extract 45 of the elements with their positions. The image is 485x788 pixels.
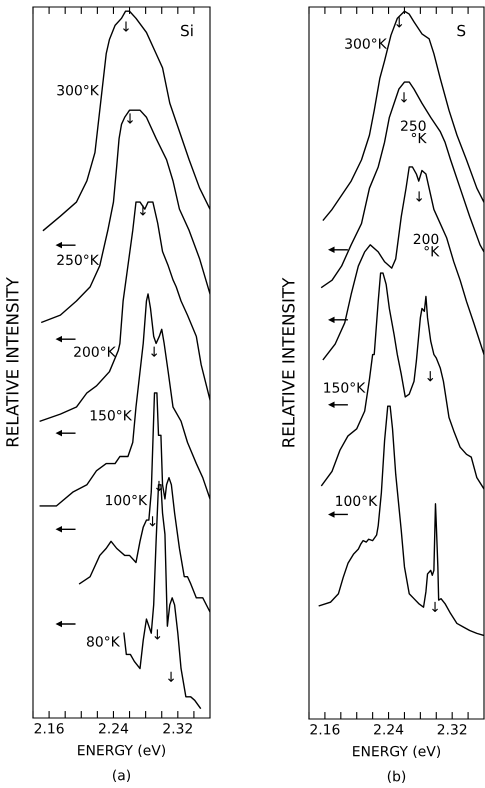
- annotation: ↓: [123, 22, 129, 32]
- x-tick-label: 2.16: [310, 724, 340, 735]
- annotation: ↓: [401, 92, 407, 102]
- x-axis-title: ENERGY (eV): [78, 744, 166, 758]
- annotation: ↓: [127, 113, 133, 124]
- annotation: 150°K: [324, 382, 366, 393]
- annotation: 300°K: [345, 38, 388, 49]
- annotation: ↓: [168, 672, 174, 682]
- point: [55, 526, 62, 533]
- point: [55, 620, 62, 628]
- annotation: ↓: [432, 602, 438, 612]
- annotation: 200°K: [74, 346, 116, 357]
- point: [55, 242, 62, 248]
- text: Si: [181, 24, 193, 36]
- annotation: 80°K: [86, 636, 120, 647]
- annotation: ↓: [427, 371, 434, 382]
- y-axis-title: RELATIVE INTENSITY: [282, 278, 295, 447]
- annotation: 300°K: [57, 84, 100, 96]
- text: S: [457, 24, 466, 36]
- text: (b): [388, 770, 406, 784]
- annotation: 100°K: [336, 496, 378, 506]
- annotation: 100°K: [106, 494, 148, 506]
- point: [328, 511, 335, 518]
- y-axis-title: RELATIVE INTENSITY: [6, 277, 19, 446]
- annotation: ↓: [396, 17, 402, 28]
- x-tick-label: 2.16: [34, 723, 64, 734]
- point: [328, 402, 335, 408]
- annotation: 250°K: [57, 254, 100, 266]
- x-axis-title: ENERGY (eV): [353, 746, 440, 758]
- annotation: 150°K: [90, 410, 132, 421]
- x-tick-label: 2.24: [99, 723, 128, 734]
- x-tick-label: 2.32: [438, 724, 466, 735]
- x-tick-label: 2.32: [163, 723, 192, 734]
- annotation: ↓: [416, 191, 422, 202]
- text: (a): [113, 770, 130, 782]
- annotation: ↓: [150, 516, 156, 526]
- point: [55, 336, 62, 342]
- annotation: 250 °K: [401, 120, 427, 144]
- annotation: ↓: [151, 346, 158, 357]
- annotation: ↓: [154, 629, 160, 640]
- x-tick-label: 2.24: [374, 724, 404, 734]
- point: [328, 246, 335, 254]
- annotation: 200 °K: [414, 234, 440, 256]
- point: [55, 430, 62, 436]
- point: [328, 316, 335, 324]
